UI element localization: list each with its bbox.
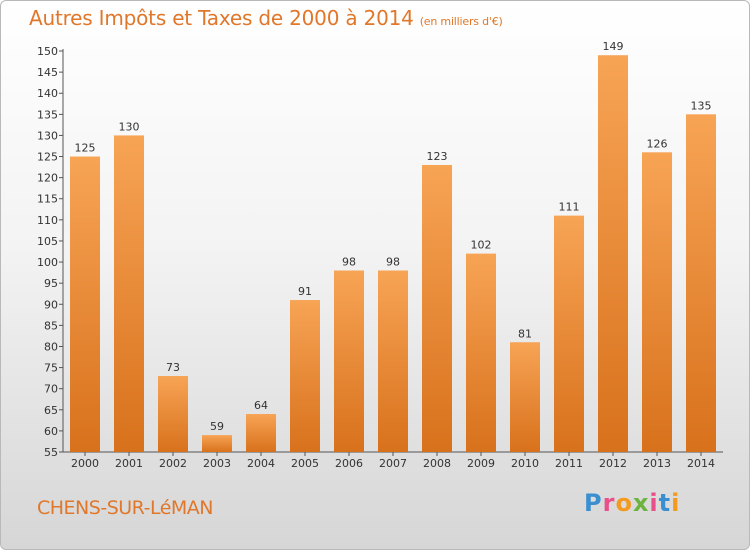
- y-tick-label: 115: [37, 193, 58, 206]
- value-label-2002: 73: [166, 361, 180, 374]
- value-label-2010: 81: [518, 327, 532, 340]
- y-tick-label: 100: [37, 256, 58, 269]
- bar-2003: [202, 435, 232, 452]
- y-tick-label: 135: [37, 108, 58, 121]
- y-tick-label: 60: [44, 425, 58, 438]
- y-tick-label: 85: [44, 319, 58, 332]
- value-label-2003: 59: [210, 420, 224, 433]
- bar-2013: [642, 152, 672, 452]
- logo-letter: o: [615, 489, 633, 517]
- chart-unit: (en milliers d'€): [419, 15, 503, 28]
- x-tick-label-2001: 2001: [115, 457, 143, 470]
- x-tick-label-2010: 2010: [511, 457, 539, 470]
- y-tick-label: 125: [37, 151, 58, 164]
- logo-letter: i: [671, 489, 681, 517]
- value-label-2007: 98: [386, 255, 400, 268]
- chart-title: Autres Impôts et Taxes de 2000 à 2014 (en…: [29, 6, 503, 30]
- y-tick-label: 105: [37, 235, 58, 248]
- bar-2012: [598, 55, 628, 452]
- bar-2001: [114, 135, 144, 452]
- y-tick-label: 145: [37, 66, 58, 79]
- x-tick-label-2014: 2014: [687, 457, 715, 470]
- y-tick-label: 120: [37, 172, 58, 185]
- y-tick-label: 150: [37, 45, 58, 58]
- bar-2000: [70, 156, 100, 453]
- value-label-2009: 102: [471, 239, 492, 252]
- y-tick-label: 130: [37, 129, 58, 142]
- x-tick-label-2005: 2005: [291, 457, 319, 470]
- y-tick-label: 75: [44, 362, 58, 375]
- y-tick-label: 65: [44, 404, 58, 417]
- x-tick-label-2012: 2012: [599, 457, 627, 470]
- x-tick-label-2013: 2013: [643, 457, 671, 470]
- x-tick-label-2004: 2004: [247, 457, 275, 470]
- bar-2005: [290, 300, 320, 452]
- bar-2011: [554, 215, 584, 452]
- proxiti-logo: Proxiti: [584, 489, 680, 517]
- x-tick-label-2009: 2009: [467, 457, 495, 470]
- value-label-2000: 125: [75, 142, 96, 155]
- value-label-2011: 111: [559, 201, 580, 214]
- logo-letter: i: [649, 489, 659, 517]
- value-label-2008: 123: [427, 150, 448, 163]
- value-label-2013: 126: [647, 137, 668, 150]
- logo-letter: t: [658, 489, 672, 517]
- town-name: CHENS-SUR-LéMAN: [37, 497, 214, 519]
- bar-2006: [334, 270, 364, 452]
- value-label-2014: 135: [691, 99, 712, 112]
- y-tick-label: 90: [44, 298, 58, 311]
- x-tick-label-2000: 2000: [71, 457, 99, 470]
- bar-2008: [422, 164, 452, 452]
- value-label-2006: 98: [342, 255, 356, 268]
- value-label-2004: 64: [254, 399, 268, 412]
- y-tick-label: 80: [44, 340, 58, 353]
- value-labels: 125 130 73 59 64 91 98 98 123 102 81 111 149 126 135: [75, 40, 712, 433]
- value-label-2005: 91: [298, 285, 312, 298]
- bar-2014: [686, 114, 716, 452]
- bars: [70, 55, 716, 453]
- x-tick-label-2011: 2011: [555, 457, 583, 470]
- value-label-2012: 149: [603, 40, 624, 53]
- logo-letter: r: [602, 489, 616, 517]
- x-tick-label-2008: 2008: [423, 457, 451, 470]
- x-tick-label-2006: 2006: [335, 457, 363, 470]
- logo-letter: x: [632, 489, 650, 517]
- chart-title-text: Autres Impôts et Taxes de 2000 à 2014: [29, 6, 414, 30]
- logo-letter: P: [584, 489, 603, 517]
- y-tick-label: 55: [44, 446, 58, 459]
- y-tick-label: 70: [44, 383, 58, 396]
- bar-2010: [510, 342, 540, 452]
- bar-2009: [466, 253, 496, 452]
- bar-2004: [246, 414, 276, 452]
- y-tick-label: 95: [44, 277, 58, 290]
- x-tick-label-2003: 2003: [203, 457, 231, 470]
- value-label-2001: 130: [119, 120, 140, 133]
- bar-2002: [158, 376, 188, 452]
- axes: 55 60 65 70 75 80 85 90 95 100 105 110 115 120 125 130 1…: [37, 45, 723, 470]
- y-tick-label: 110: [37, 214, 58, 227]
- x-tick-label-2002: 2002: [159, 457, 187, 470]
- y-tick-label: 140: [37, 87, 58, 100]
- bar-2007: [378, 270, 408, 452]
- x-tick-label-2007: 2007: [379, 457, 407, 470]
